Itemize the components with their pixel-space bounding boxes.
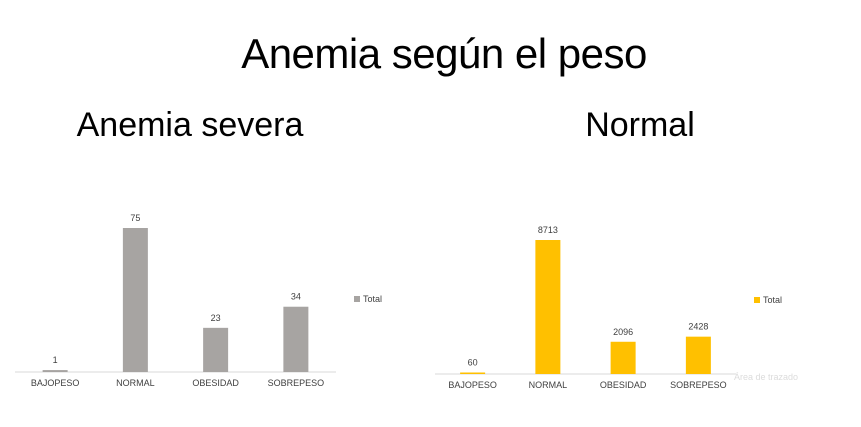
- bar-chart-anemia-severa: 1 BAJOPESO 75 NORMAL 23 OBESIDAD 34 SOBREPESO To…: [15, 213, 382, 388]
- chart-title-anemia-severa: Anemia severa: [76, 106, 304, 144]
- legend-swatch: [754, 297, 760, 303]
- bar-bajopeso: [42, 370, 68, 372]
- page-title: Anemia según el peso: [241, 30, 647, 77]
- plot-area-hint: Área de trazado: [734, 372, 799, 382]
- tick-label-bajopeso: BAJOPESO: [31, 378, 80, 388]
- chart-title-normal: Normal: [585, 106, 695, 144]
- legend-label: Total: [763, 295, 782, 305]
- legend-swatch: [354, 296, 360, 302]
- tick-label-bajopeso: BAJOPESO: [448, 380, 497, 390]
- bar-chart-normal: 60 BAJOPESO 8713 NORMAL 2096 OBESIDAD 2428 SOBR…: [435, 225, 782, 390]
- bar-obesidad: [203, 327, 229, 372]
- data-label-bajopeso: 60: [468, 358, 478, 368]
- data-label-sobrepeso: 2428: [688, 322, 708, 332]
- bar-sobrepeso: [685, 336, 711, 374]
- tick-label-normal: NORMAL: [116, 378, 155, 388]
- data-label-normal: 8713: [538, 225, 558, 235]
- tick-label-obesidad: OBESIDAD: [600, 380, 647, 390]
- bar-obesidad: [610, 341, 636, 374]
- tick-label-obesidad: OBESIDAD: [192, 378, 239, 388]
- data-label-sobrepeso: 34: [291, 292, 301, 302]
- tick-label-sobrepeso: SOBREPESO: [670, 380, 727, 390]
- legend-label: Total: [363, 294, 382, 304]
- data-label-normal: 75: [130, 213, 140, 223]
- bar-normal: [535, 240, 561, 374]
- data-label-obesidad: 23: [211, 313, 221, 323]
- bar-bajopeso: [460, 372, 486, 374]
- data-label-obesidad: 2096: [613, 327, 633, 337]
- bar-normal: [122, 228, 148, 372]
- bar-sobrepeso: [283, 306, 309, 372]
- data-label-bajopeso: 1: [53, 355, 58, 365]
- tick-label-sobrepeso: SOBREPESO: [268, 378, 325, 388]
- tick-label-normal: NORMAL: [529, 380, 568, 390]
